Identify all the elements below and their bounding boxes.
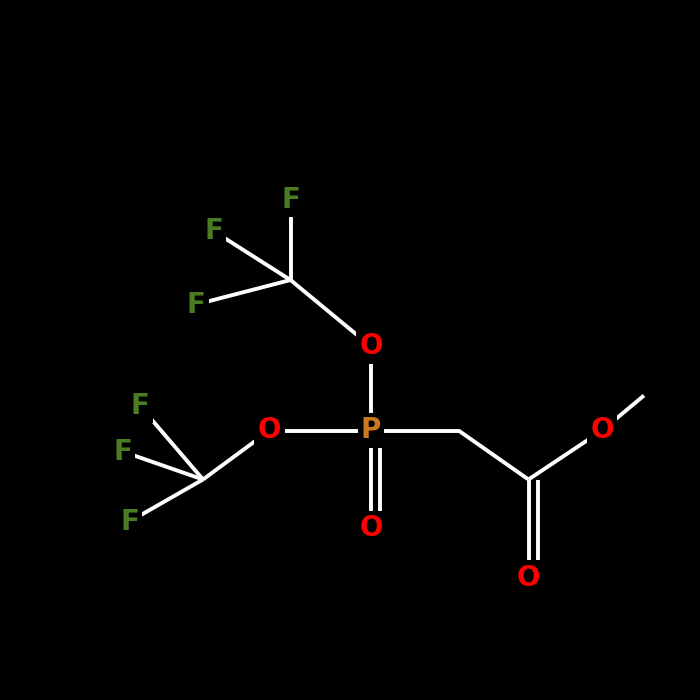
Text: O: O — [359, 332, 383, 360]
Text: O: O — [258, 416, 281, 444]
Text: O: O — [359, 514, 383, 542]
Text: P: P — [361, 416, 381, 444]
Text: F: F — [281, 186, 300, 214]
Text: F: F — [131, 392, 149, 420]
Text: F: F — [187, 290, 205, 318]
Text: O: O — [590, 416, 614, 444]
Text: F: F — [204, 217, 223, 245]
Text: P: P — [361, 416, 381, 444]
Text: F: F — [120, 508, 139, 536]
Text: O: O — [517, 564, 540, 592]
Text: F: F — [113, 438, 132, 466]
